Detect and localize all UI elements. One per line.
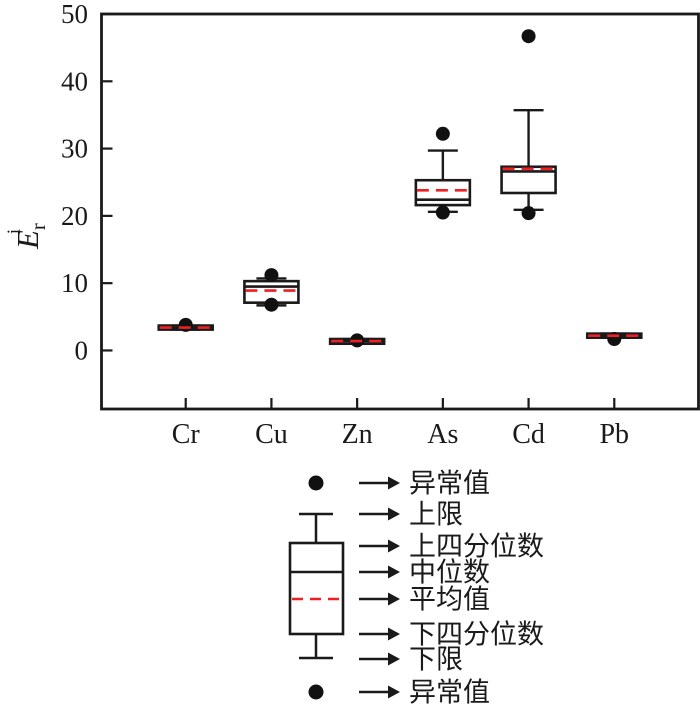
x-tick-label: Zn [342,419,373,450]
outlier-dot [521,206,536,221]
legend-box-rect [288,541,345,636]
x-axis: Cr Cu Zn As Cd Pb [172,398,629,450]
legend-row-lower-quartile: 下四分位数 [359,620,544,650]
plot-frame [100,12,700,411]
outlier-dot [607,332,622,347]
outlier-dot [521,29,536,44]
legend-label: 下限 [409,645,463,675]
outlier-dot [264,297,279,312]
x-tick-label: Pb [599,419,629,450]
legend-row-median-line: 中位数 [359,558,490,588]
outlier-dot [435,205,450,220]
y-tick-label: 40 [61,66,88,96]
legend-arrow-head [388,539,400,553]
legend-arrow-head [388,685,400,699]
legend-arrow-head [388,476,400,490]
x-tick-label: Cd [512,419,545,450]
legend-arrow-head [388,507,400,521]
legend-outlier-dot [308,684,324,700]
y-tick-label: 50 [61,0,88,29]
legend-row-upper-whisker-cap: 上限 [359,500,463,530]
legend-row-lower-whisker-cap: 下限 [359,645,463,675]
x-tick-label: As [427,419,458,450]
x-tick-label: Cu [255,419,288,450]
legend-label: 下四分位数 [409,620,544,650]
box-group-Zn [328,333,386,348]
outlier-dot [435,126,450,141]
legend-label: 上限 [409,500,463,530]
y-tick-label: 10 [61,268,88,298]
legend-label: 上四分位数 [409,532,544,562]
legend-row-outlier-dot: 异常值 [359,678,490,708]
legend-arrow-head [388,592,400,606]
y-tick-label: 0 [75,335,89,365]
box-group-Cd [500,29,557,221]
box-group-Pb [585,332,643,347]
x-tick-label: Cr [172,419,201,450]
legend-label: 中位数 [409,558,490,588]
legend-arrow-head [388,565,400,579]
box-group-As [414,126,472,220]
legend-label: 异常值 [409,678,490,708]
box-group-Cu [243,268,300,312]
legend-row-upper-quartile: 上四分位数 [359,532,544,562]
legend-outlier-dot [308,475,324,491]
y-tick-label: 20 [61,201,88,231]
legend-label: 平均值 [409,585,490,615]
box-rect [414,178,472,207]
box-group-Cr [157,317,215,332]
legend-label: 异常值 [409,469,490,499]
outlier-dot [178,317,193,332]
y-axis: 0 10 20 30 40 50 [61,0,113,365]
legend-row-mean-dashed-line: 平均值 [359,585,490,615]
outlier-dot [264,268,279,283]
legend-arrow-head [388,627,400,641]
y-tick-label: 30 [61,134,88,164]
legend-row-outlier-dot: 异常值 [359,469,490,499]
legend-arrow-head [388,652,400,666]
